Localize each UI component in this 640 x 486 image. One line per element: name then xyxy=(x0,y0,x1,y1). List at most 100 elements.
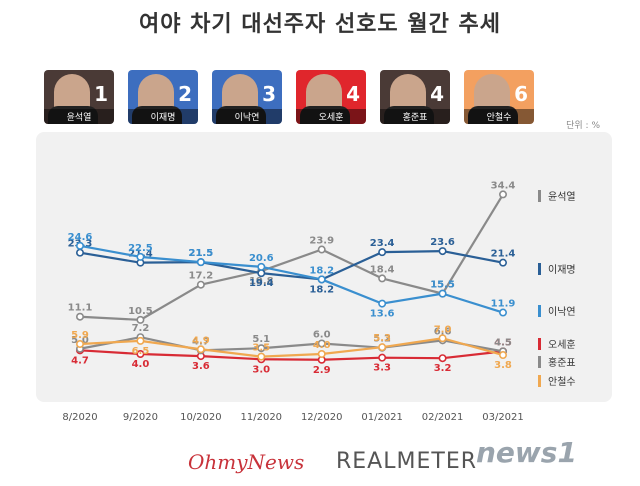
x-tick-label: 10/2020 xyxy=(180,412,222,423)
data-label: 22.5 xyxy=(128,243,153,254)
candidate-card: 3 이낙연 xyxy=(212,70,282,124)
data-point xyxy=(378,274,387,283)
data-point xyxy=(136,336,145,345)
legend-swatch xyxy=(538,263,541,275)
ohmynews-logo: OhmyNews xyxy=(188,450,305,474)
unit-label: 단위 : % xyxy=(566,121,600,131)
candidate-suit xyxy=(468,106,518,124)
data-label: 11.1 xyxy=(68,303,93,314)
legend-label: 윤석열 xyxy=(548,191,576,203)
data-point xyxy=(76,241,85,250)
data-label: 5.9 xyxy=(71,330,89,341)
data-label: 4.7 xyxy=(192,336,210,347)
data-point xyxy=(378,343,387,352)
data-label: 19.8 xyxy=(249,276,274,287)
candidate-rank: 6 xyxy=(514,82,528,106)
data-point xyxy=(136,315,145,324)
data-label: 4.0 xyxy=(132,359,150,370)
candidate-card: 4 오세훈 xyxy=(296,70,366,124)
data-label: 3.6 xyxy=(192,361,210,372)
series-line xyxy=(79,337,504,358)
data-point xyxy=(498,308,507,317)
data-label: 18.4 xyxy=(370,264,395,275)
legend-swatch xyxy=(538,338,541,350)
x-tick-label: 01/2021 xyxy=(361,412,403,423)
candidate-rank: 1 xyxy=(94,82,108,106)
data-label: 34.4 xyxy=(491,180,516,191)
data-label: 21.4 xyxy=(491,249,516,260)
data-label: 18.2 xyxy=(309,284,334,295)
chart-title: 여야 차기 대선주자 선호도 월간 추세 xyxy=(139,12,501,37)
data-label: 4.7 xyxy=(71,355,89,366)
legend-label: 이재명 xyxy=(548,264,576,276)
data-label: 7.2 xyxy=(132,323,150,334)
candidate-card: 2 이재명 xyxy=(128,70,198,124)
data-point xyxy=(257,344,266,353)
data-label: 21.5 xyxy=(189,248,214,259)
data-point xyxy=(257,352,266,361)
data-label: 5.1 xyxy=(252,334,270,345)
series-line xyxy=(79,244,504,314)
data-point xyxy=(136,252,145,261)
data-label: 15.5 xyxy=(430,280,455,291)
data-label: 19.4 xyxy=(249,278,274,289)
legend-swatch xyxy=(538,356,541,368)
candidate-card: 6 안철수 xyxy=(464,70,534,124)
data-label: 15.5 xyxy=(430,280,455,291)
data-label: 4.0 xyxy=(313,340,331,351)
series-line xyxy=(79,193,504,321)
data-label: 2.9 xyxy=(313,365,331,376)
data-label: 3.2 xyxy=(434,363,452,374)
data-label: 4.9 xyxy=(192,335,210,346)
data-point xyxy=(317,245,326,254)
candidate-name: 홍준표 xyxy=(380,109,450,124)
x-tick-label: 9/2020 xyxy=(123,412,158,423)
data-label: 21.5 xyxy=(189,248,214,259)
series-line xyxy=(79,336,504,353)
candidate-suit xyxy=(48,106,98,124)
candidate-card: 1 윤석열 xyxy=(44,70,114,124)
data-point xyxy=(76,340,85,349)
candidate-rank: 3 xyxy=(262,82,276,106)
candidate-name: 오세훈 xyxy=(296,109,366,124)
data-label: 3.0 xyxy=(252,364,270,375)
data-label: 24.6 xyxy=(68,232,93,243)
data-label: 6.6 xyxy=(434,326,452,337)
data-point xyxy=(196,280,205,289)
legend-label: 오세훈 xyxy=(548,338,576,351)
data-point xyxy=(378,353,387,362)
data-point xyxy=(498,351,507,360)
data-label: 13.6 xyxy=(370,309,395,320)
data-label: 3.3 xyxy=(373,363,391,374)
candidate-name: 이낙연 xyxy=(212,109,282,124)
data-point xyxy=(196,345,205,354)
candidate-suit xyxy=(216,106,266,124)
data-point xyxy=(257,269,266,278)
data-label: 23.4 xyxy=(370,238,395,249)
candidate-suit xyxy=(384,106,434,124)
data-point xyxy=(317,349,326,358)
data-label: 17.2 xyxy=(189,271,214,282)
data-label: 3.8 xyxy=(494,360,512,371)
data-label: 3.5 xyxy=(252,343,270,354)
data-point xyxy=(136,349,145,358)
candidate-name: 윤석열 xyxy=(44,109,114,124)
series-line xyxy=(79,349,504,361)
data-point xyxy=(76,248,85,257)
data-point xyxy=(438,289,447,298)
candidate-suit xyxy=(132,106,182,124)
candidate-rank: 4 xyxy=(346,82,360,106)
data-point xyxy=(317,275,326,284)
data-label: 4.5 xyxy=(494,337,512,348)
data-point xyxy=(438,247,447,256)
x-tick-label: 11/2020 xyxy=(241,412,283,423)
candidate-cards: 1 윤석열 2 이재명 3 이낙연 4 오세훈 4 홍준표 6 안철수 xyxy=(44,70,584,126)
x-tick-label: 8/2020 xyxy=(62,412,97,423)
data-label: 23.6 xyxy=(430,237,455,248)
legend-swatch xyxy=(538,190,541,202)
legend-label: 홍준표 xyxy=(548,356,576,369)
candidate-card: 4 홍준표 xyxy=(380,70,450,124)
candidate-suit xyxy=(300,106,350,124)
news1-logo: news1 xyxy=(476,436,577,469)
